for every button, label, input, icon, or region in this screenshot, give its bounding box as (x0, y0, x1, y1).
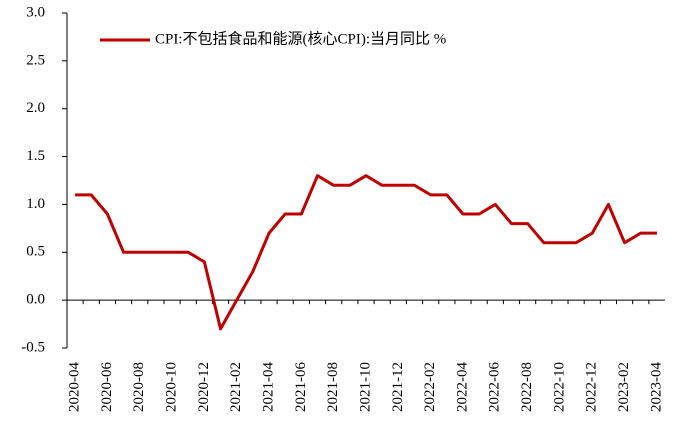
x-tick-label: 2020-10 (163, 362, 179, 412)
y-tick-label: 2.5 (26, 52, 45, 68)
y-tick-label: 0.5 (26, 244, 45, 260)
x-tick-label: 2023-02 (616, 362, 632, 412)
x-tick-label: 2022-08 (519, 362, 535, 412)
x-tick-label: 2020-06 (99, 362, 115, 412)
x-tick-label: 2021-02 (228, 362, 244, 412)
y-tick-label: 1.5 (26, 148, 45, 164)
x-tick-label: 2022-04 (454, 362, 470, 412)
y-tick-label: -0.5 (21, 339, 45, 355)
x-tick-label: 2020-12 (196, 362, 212, 412)
series-line (75, 174, 657, 331)
x-tick-label: 2021-12 (390, 362, 406, 412)
x-tick-label: 2021-06 (293, 362, 309, 412)
x-tick-label: 2022-12 (584, 362, 600, 412)
x-tick-label: 2021-04 (260, 362, 276, 412)
legend-label: CPI:不包括食品和能源(核心CPI):当月同比 % (155, 30, 446, 47)
y-tick-label: 0.0 (26, 292, 45, 308)
y-tick-label: 3.0 (26, 4, 45, 20)
x-tick-label: 2020-04 (67, 362, 83, 412)
x-tick-label: 2021-08 (325, 362, 341, 412)
x-tick-label: 2020-08 (131, 362, 147, 412)
x-tick-label: 2022-06 (487, 362, 503, 412)
x-tick-label: 2023-04 (648, 362, 664, 412)
y-tick-label: 2.0 (26, 100, 45, 116)
x-tick-label: 2022-10 (551, 362, 567, 412)
x-tick-label: 2022-02 (422, 362, 438, 412)
x-tick-label: 2021-10 (357, 362, 373, 412)
y-tick-label: 1.0 (26, 196, 45, 212)
